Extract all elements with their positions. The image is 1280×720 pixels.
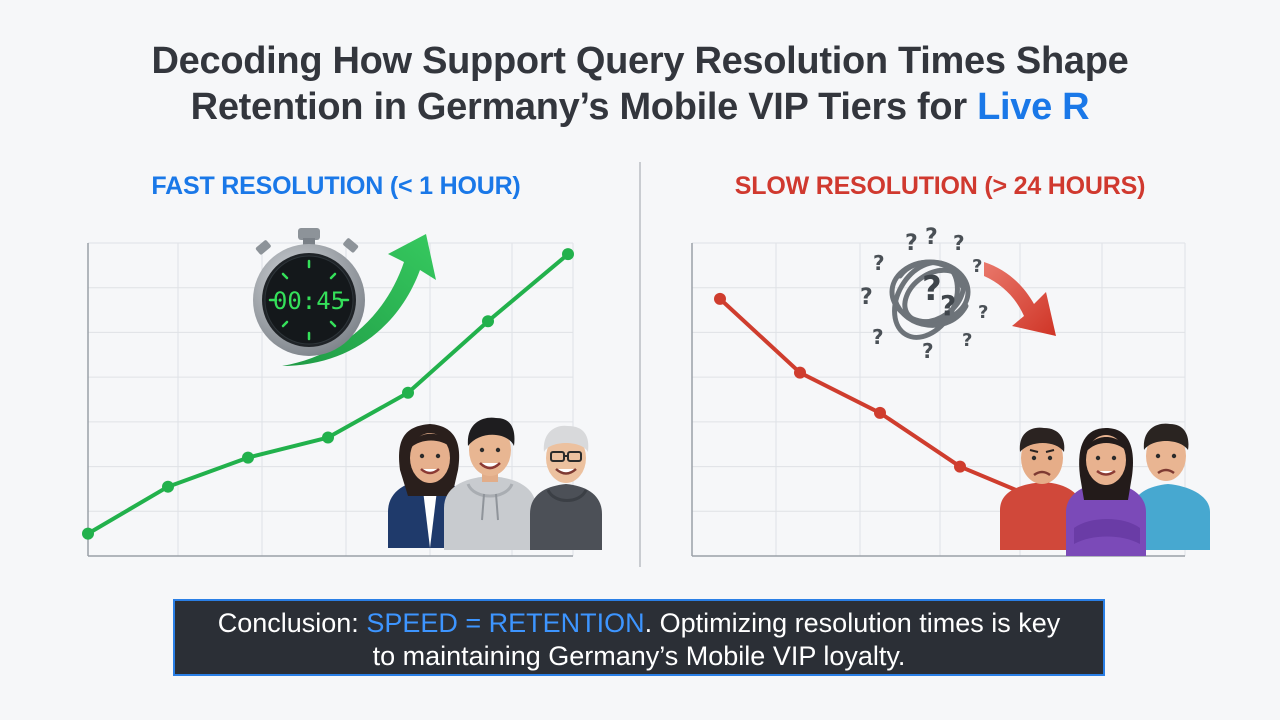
conclusion-prefix: Conclusion: [217,608,367,638]
fast-data-point [82,527,94,540]
stopwatch-icon: 00:45 [253,228,365,356]
fast-data-point [402,386,414,399]
svg-text:?: ? [953,231,965,255]
svg-text:?: ? [872,325,884,349]
fast-series-points [82,248,574,540]
fast-data-point [562,248,574,261]
svg-text:?: ? [940,289,956,322]
page-title: Decoding How Support Query Resolution Ti… [0,38,1280,130]
slow-data-point [714,292,726,305]
svg-text:?: ? [905,231,918,256]
slow-data-point [874,406,886,419]
title-accent: Live R [977,86,1090,128]
svg-text:?: ? [860,285,873,310]
title-line-2: Retention in Germany’s Mobile VIP Tiers … [0,84,1280,130]
conclusion-banner: Conclusion: SPEED = RETENTION. Optimizin… [173,599,1105,676]
downward-arrow-icon [984,262,1056,336]
slow-data-point [954,460,966,473]
conclusion-rest: . Optimizing resolution times is key [644,608,1061,638]
happy-customers-illustration [388,417,602,550]
svg-text:?: ? [922,269,942,309]
upward-arrow-icon [282,234,436,366]
svg-text:?: ? [873,251,885,275]
slow-data-point [794,366,806,379]
stopwatch-display: 00:45 [273,287,345,315]
svg-text:?: ? [978,302,988,323]
panel-divider [639,162,641,567]
title-line-2-text: Retention in Germany’s Mobile VIP Tiers … [190,86,978,128]
svg-text:?: ? [925,225,938,250]
svg-text:?: ? [922,339,934,363]
svg-text:?: ? [962,330,972,351]
unhappy-customers-illustration [1000,423,1210,556]
svg-text:?: ? [972,256,982,277]
conclusion-line-2: to maintaining Germany’s Mobile VIP loya… [372,641,906,671]
confusion-knot-icon: ? ? ? ? ? ? ? ? ? ? ? ? [860,225,988,363]
slow-resolution-heading: SLOW RESOLUTION (> 24 HOURS) [734,172,1146,200]
fast-data-point [242,451,254,464]
slow-series-points [714,292,966,473]
fast-data-point [322,431,334,444]
fast-resolution-heading: FAST RESOLUTION (< 1 HOUR) [151,172,521,200]
conclusion-highlight: SPEED = RETENTION [366,608,645,638]
fast-data-point [162,480,174,493]
fast-data-point [482,315,494,328]
title-line-1: Decoding How Support Query Resolution Ti… [151,40,1129,82]
conclusion-line-1: Conclusion: SPEED = RETENTION. Optimizin… [175,607,1103,640]
